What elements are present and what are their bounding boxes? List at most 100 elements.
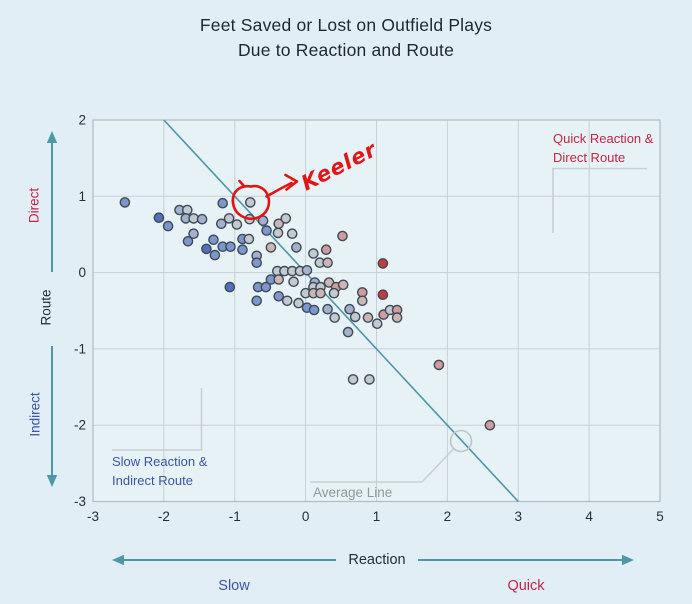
data-point: [251, 295, 263, 307]
data-point: [315, 287, 326, 299]
data-point: [119, 197, 131, 208]
keeler-arrow-head: [284, 173, 299, 191]
reaction-quick-arrowhead-icon: [622, 554, 634, 566]
y-axis-title: Route: [38, 289, 54, 326]
x-tick-label: 3: [514, 509, 522, 524]
data-point: [162, 220, 174, 232]
axis-ticks: -3 -2 -1 0 1 2 3 4 5 2 1 0 -1 -2 -3: [74, 113, 664, 525]
data-point: [260, 281, 272, 293]
data-point: [301, 264, 313, 276]
quick-direct-label: Quick Reaction & Direct Route: [553, 130, 653, 167]
slow-indirect-callout-line: [112, 388, 203, 451]
keeler-annotation: [231, 173, 299, 220]
x-axis-title: Reaction: [348, 552, 406, 568]
data-point: [293, 297, 304, 309]
data-point: [188, 228, 199, 239]
data-point: [391, 312, 403, 323]
y-tick-label: 1: [78, 189, 86, 204]
quick-direct-callout-line: [552, 167, 647, 233]
quick-direct-label-line1: Quick Reaction &: [553, 131, 654, 146]
data-point: [349, 311, 361, 323]
data-point: [201, 243, 212, 255]
route-direct-arrowhead-icon: [46, 131, 58, 143]
data-point: [265, 242, 277, 253]
x-tick-label: 1: [373, 509, 381, 524]
data-point: [243, 233, 255, 245]
x-tick-label: 0: [302, 509, 310, 524]
x-axis-quick-label: Quick: [507, 578, 545, 594]
x-tick-label: -2: [158, 509, 170, 524]
data-point: [217, 197, 228, 209]
data-point: [244, 197, 256, 208]
reaction-slow-arrowhead-icon: [112, 554, 124, 566]
y-tick-label: -3: [74, 494, 86, 509]
data-point: [371, 318, 383, 330]
data-point: [291, 242, 302, 253]
data-point: [196, 213, 208, 225]
data-point: [273, 290, 285, 302]
data-point: [342, 326, 354, 338]
data-point: [329, 312, 341, 323]
data-point: [181, 204, 193, 216]
data-point: [237, 244, 248, 255]
y-tick-label: 0: [78, 265, 86, 280]
data-point: [209, 249, 221, 261]
data-point: [286, 228, 298, 239]
keeler-circle-scribble: [231, 179, 271, 220]
data-point: [320, 244, 332, 255]
average-line-callout-circle: [449, 429, 473, 453]
chart-title-line1: Feet Saved or Lost on Outfield Plays: [199, 15, 493, 35]
data-point: [328, 287, 340, 299]
data-point: [153, 212, 165, 223]
average-line-segment: [163, 119, 519, 503]
x-tick-label: -1: [229, 509, 241, 524]
y-axis-direct-label: Direct: [26, 187, 42, 224]
callout-lines: [112, 167, 647, 483]
data-point: [308, 304, 320, 316]
x-tick-label: -3: [87, 509, 99, 524]
data-point: [322, 303, 333, 315]
chart-title: Feet Saved or Lost on Outfield Plays Due…: [0, 13, 692, 63]
average-line-label: Average Line: [313, 485, 393, 500]
x-axis-slow-label: Slow: [218, 578, 250, 594]
data-point: [308, 248, 319, 259]
data-point: [208, 234, 219, 246]
data-point: [484, 419, 496, 431]
slow-indirect-label-line1: Slow Reaction &: [112, 454, 208, 469]
y-axis-indirect-label: Indirect: [27, 392, 43, 437]
chart-title-line2: Due to Reaction and Route: [237, 40, 455, 60]
data-points: [119, 197, 496, 431]
data-point: [223, 213, 235, 224]
average-line: [163, 119, 519, 503]
data-point: [215, 218, 227, 230]
data-point: [377, 258, 389, 269]
keeler-arrow-shaft: [265, 181, 293, 198]
direction-arrows: [46, 131, 634, 566]
x-tick-label: 4: [585, 509, 593, 524]
data-point: [337, 279, 349, 291]
data-point: [273, 274, 285, 285]
plot-border: [92, 119, 661, 503]
data-point: [272, 227, 284, 239]
slow-indirect-label: Slow Reaction & Indirect Route: [112, 453, 207, 490]
data-point: [281, 295, 293, 307]
data-point: [251, 257, 263, 269]
data-point: [362, 312, 374, 323]
data-point: [182, 235, 194, 247]
y-tick-label: -1: [74, 341, 86, 356]
x-tick-label: 5: [656, 509, 664, 524]
route-indirect-arrowhead-icon: [46, 475, 58, 487]
data-point: [356, 295, 368, 307]
average-line-callout-line: [310, 448, 455, 483]
y-tick-label: -2: [74, 418, 86, 433]
quick-direct-label-line2: Direct Route: [553, 149, 626, 165]
gridlines: [92, 119, 661, 502]
data-point: [344, 303, 355, 315]
data-point: [261, 225, 272, 236]
data-point: [280, 213, 292, 224]
y-tick-label: 2: [78, 113, 86, 128]
data-point: [347, 374, 359, 385]
data-point: [377, 289, 389, 301]
